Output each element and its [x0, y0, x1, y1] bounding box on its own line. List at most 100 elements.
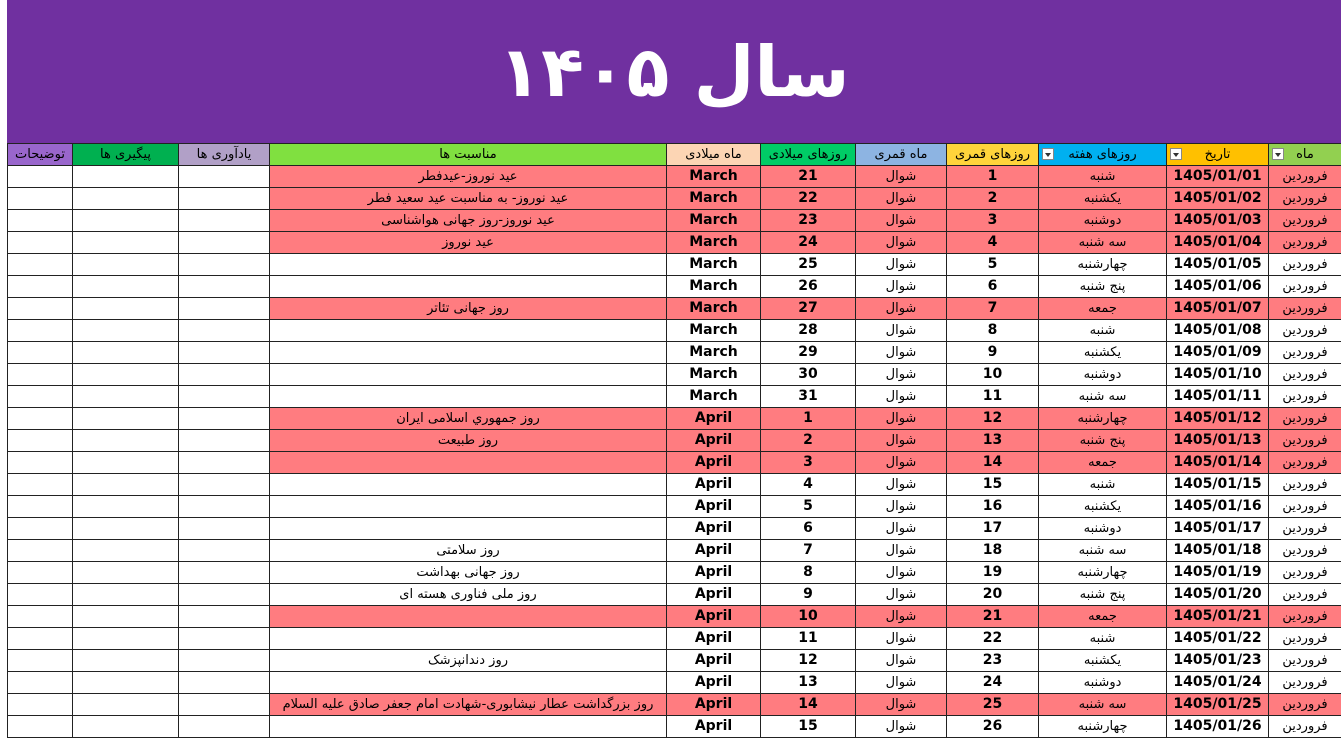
cell: 26 [760, 275, 856, 298]
cell [178, 627, 270, 650]
cell: روز جهانی بهداشت [269, 561, 667, 584]
cell: چهارشنبه [1038, 253, 1167, 276]
cell: روز بزرگداشت عطار نیشابوری-شهادت امام جع… [269, 693, 667, 716]
cell: فروردین [1268, 165, 1341, 188]
cell: March [666, 319, 761, 342]
cell: 1405/01/17 [1166, 517, 1269, 540]
column-label: توضیحات [15, 147, 65, 162]
cell [178, 517, 270, 540]
cell: فروردین [1268, 385, 1341, 408]
table-row: فروردین 1405/01/14 جمعه 14 شوال 3 April [7, 451, 1341, 474]
cell [72, 231, 179, 254]
cell: 1405/01/14 [1166, 451, 1269, 474]
cell: فروردین [1268, 561, 1341, 584]
cell: 25 [760, 253, 856, 276]
filter-button[interactable] [1042, 148, 1054, 160]
cell: فروردین [1268, 671, 1341, 694]
cell: شوال [855, 165, 947, 188]
cell: 11 [946, 385, 1039, 408]
cell [7, 319, 73, 342]
column-label: روزهای هفته [1068, 147, 1137, 162]
cell: 18 [946, 539, 1039, 562]
title-banner: سال ۱۴۰۵ [7, 0, 1341, 143]
cell: 1405/01/16 [1166, 495, 1269, 518]
cell: 1405/01/25 [1166, 693, 1269, 716]
cell: شوال [855, 605, 947, 628]
cell: جمعه [1038, 297, 1167, 320]
cell: March [666, 363, 761, 386]
cell [7, 517, 73, 540]
cell: شوال [855, 341, 947, 364]
cell: شوال [855, 495, 947, 518]
cell: 1405/01/08 [1166, 319, 1269, 342]
cell: شوال [855, 539, 947, 562]
cell: 15 [946, 473, 1039, 496]
table-row: فروردین 1405/01/10 دوشنبه 10 شوال 30 March [7, 363, 1341, 386]
table-row: فروردین 1405/01/26 چهارشنبه 26 شوال 15 April [7, 715, 1341, 738]
cell: March [666, 275, 761, 298]
cell [7, 561, 73, 584]
filter-button[interactable] [1272, 148, 1284, 160]
column-header: پیگیری ها [72, 143, 179, 166]
filter-button[interactable] [1170, 148, 1182, 160]
cell: شوال [855, 649, 947, 672]
cell [72, 407, 179, 430]
cell [7, 209, 73, 232]
cell: فروردین [1268, 297, 1341, 320]
cell: 13 [946, 429, 1039, 452]
cell: فروردین [1268, 319, 1341, 342]
column-header: ماه میلادی [666, 143, 761, 166]
cell [7, 275, 73, 298]
cell: چهارشنبه [1038, 561, 1167, 584]
cell: 26 [946, 715, 1039, 738]
cell [178, 561, 270, 584]
cell: April [666, 627, 761, 650]
cell: روز سلامتی [269, 539, 667, 562]
column-header: روزهای هفته [1038, 143, 1167, 166]
cell [178, 671, 270, 694]
cell: 8 [946, 319, 1039, 342]
column-label: روزهای قمری [954, 147, 1031, 162]
cell: 19 [946, 561, 1039, 584]
cell [7, 451, 73, 474]
cell [72, 605, 179, 628]
cell: شوال [855, 363, 947, 386]
cell [7, 671, 73, 694]
cell [72, 495, 179, 518]
column-header: روزهای قمری [946, 143, 1039, 166]
cell [269, 473, 667, 496]
cell: April [666, 517, 761, 540]
cell [7, 363, 73, 386]
cell: 20 [946, 583, 1039, 606]
cell: فروردین [1268, 253, 1341, 276]
cell: 28 [760, 319, 856, 342]
cell: شوال [855, 407, 947, 430]
cell: شوال [855, 275, 947, 298]
cell: 1405/01/05 [1166, 253, 1269, 276]
cell [178, 253, 270, 276]
cell: یکشنبه [1038, 341, 1167, 364]
column-header: روزهای میلادی [760, 143, 856, 166]
cell: April [666, 539, 761, 562]
cell: دوشنبه [1038, 209, 1167, 232]
cell [7, 583, 73, 606]
cell: دوشنبه [1038, 671, 1167, 694]
cell: 3 [946, 209, 1039, 232]
cell: March [666, 253, 761, 276]
cell: 21 [946, 605, 1039, 628]
cell: پنج شنبه [1038, 275, 1167, 298]
table-row: فروردین 1405/01/16 یکشنبه 16 شوال 5 April [7, 495, 1341, 518]
cell [178, 429, 270, 452]
cell [178, 275, 270, 298]
cell: شوال [855, 253, 947, 276]
cell [7, 187, 73, 210]
header-row: ماه تاریخ روزهای هفته روزهای قمری ماه قمری رو… [7, 143, 1341, 166]
cell: دوشنبه [1038, 363, 1167, 386]
cell [7, 341, 73, 364]
cell: فروردین [1268, 627, 1341, 650]
cell: پنج شنبه [1038, 583, 1167, 606]
cell: 6 [760, 517, 856, 540]
cell [178, 187, 270, 210]
cell [72, 715, 179, 738]
